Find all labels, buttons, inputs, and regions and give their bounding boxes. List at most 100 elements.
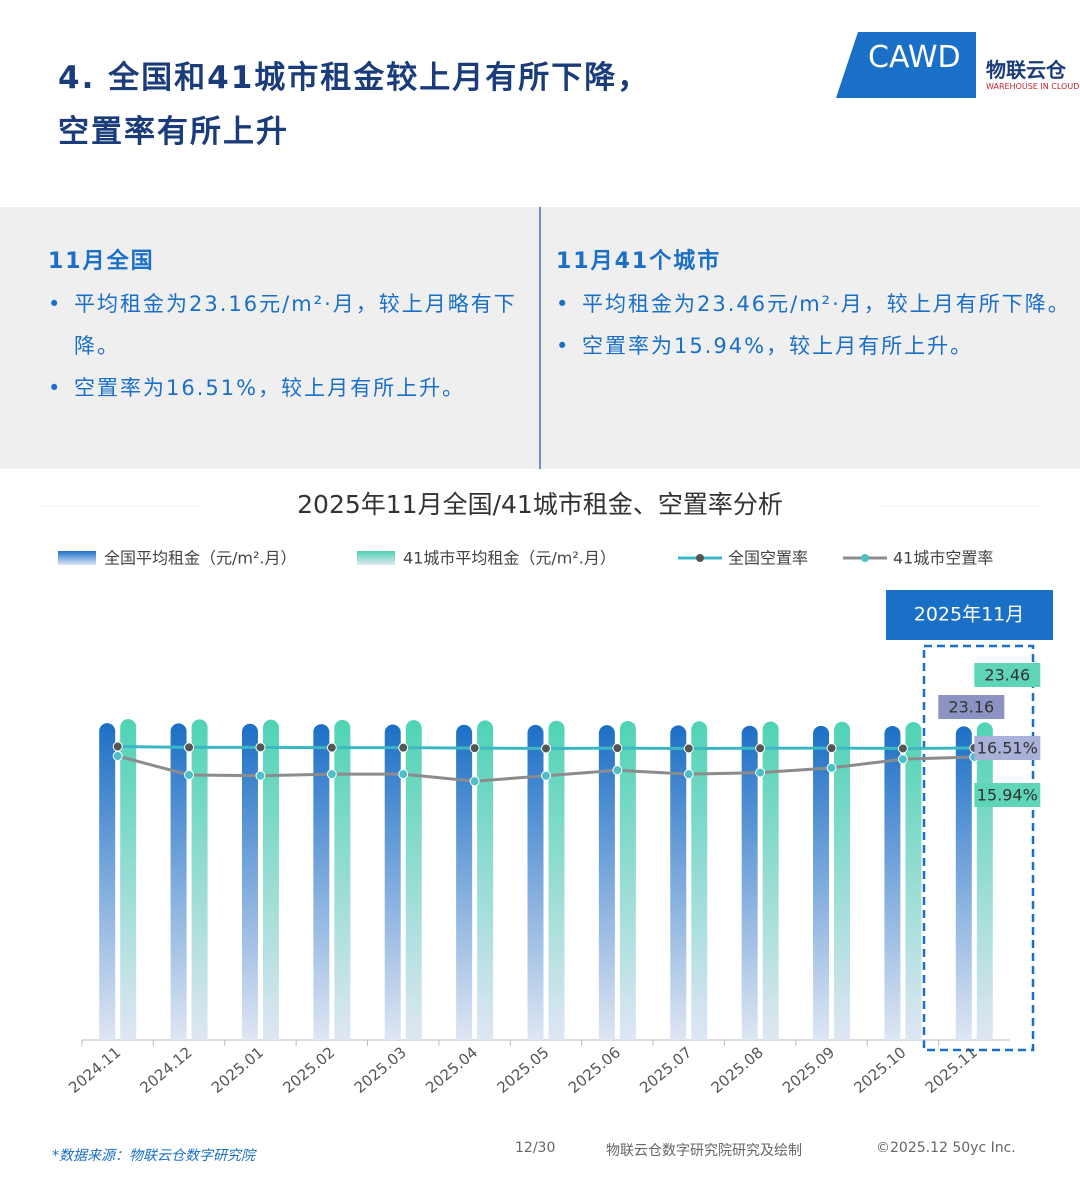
legend-swatch (696, 554, 704, 562)
bullet: 空置率为15.94%，较上月有所上升。 (556, 325, 1076, 367)
x-tick-label: 2025.06 (565, 1043, 624, 1097)
legend-swatch (357, 551, 395, 565)
line-point (541, 770, 551, 781)
title: 4. 全国和41城市租金较上月有所下降， (58, 60, 651, 96)
bar (619, 720, 636, 1040)
x-tick-label: 2025.03 (351, 1043, 410, 1097)
x-tick-label: 2025.11 (922, 1043, 981, 1097)
highlight-tag (886, 590, 1053, 640)
bar (405, 720, 422, 1040)
logo-text: WAREHOUSE IN CLOUD (986, 82, 1080, 91)
line-point (826, 762, 837, 773)
bar (477, 720, 494, 1040)
x-tick-label: 2024.12 (137, 1043, 196, 1097)
line-point (255, 742, 266, 753)
x-tick-label: 2025.09 (779, 1043, 838, 1097)
line-point (184, 742, 195, 753)
bar (527, 724, 544, 1040)
line-point (755, 767, 766, 778)
title: 空置率有所上升 (58, 114, 289, 150)
bar (834, 721, 851, 1040)
divider (539, 207, 541, 469)
copyright: ©2025.12 50yc Inc. (876, 1140, 1016, 1156)
data-label-box (938, 695, 1005, 719)
bar (120, 719, 137, 1040)
bar (976, 722, 993, 1040)
highlight-label: 2025年11月 (914, 604, 1025, 626)
bar (813, 725, 830, 1040)
bar (334, 719, 351, 1040)
line-point (112, 751, 123, 762)
bar (905, 722, 922, 1040)
credit: 物联云仓数字研究院研究及绘制 (606, 1143, 802, 1159)
panel-heading: 11月全国 (48, 249, 155, 274)
chart-title: 2025年11月全国/41城市租金、空置率分析 (297, 490, 783, 519)
bar (170, 723, 187, 1040)
bar (241, 723, 258, 1040)
legend-label: 41城市空置率 (893, 549, 993, 568)
bar (548, 720, 565, 1040)
bar (741, 725, 758, 1040)
line-point (469, 776, 480, 787)
highlight-box (922, 644, 1035, 1052)
legend-label: 41城市平均租金（元/m².月） (403, 549, 616, 568)
page-number: 12/30 (515, 1140, 556, 1156)
logo: CAWD 物联云仓 WAREHOUSE IN CLOUD (836, 32, 1080, 98)
line-point (683, 743, 694, 754)
x-tick-label: 2025.02 (279, 1043, 338, 1097)
bar (99, 723, 116, 1040)
line-point (541, 743, 551, 754)
logo-text: 物联云仓 (986, 58, 1066, 82)
bullet: 空置率为16.51%，较上月有所上升。 (48, 367, 533, 409)
logo-text: CAWD (868, 40, 961, 75)
line-point (612, 765, 623, 776)
data-label-box (974, 736, 1041, 760)
bar (955, 726, 972, 1040)
data-label: 23.16 (948, 698, 994, 717)
data-label-box (974, 783, 1041, 807)
bar (762, 721, 779, 1040)
line-point (398, 742, 409, 753)
logo-graphic (836, 32, 1080, 98)
line-point (326, 742, 337, 753)
bar (691, 721, 708, 1040)
x-tick-label: 2025.01 (208, 1043, 267, 1097)
legend-swatch (861, 554, 869, 562)
data-label: 23.46 (984, 666, 1030, 685)
line-point (755, 743, 766, 754)
line-point (184, 769, 195, 780)
bar (191, 719, 208, 1040)
x-tick-label: 2025.08 (708, 1043, 767, 1097)
source: *数据来源：物联云仓数字研究院 (52, 1148, 255, 1164)
x-tick-label: 2024.11 (65, 1043, 124, 1097)
x-tick-label: 2025.10 (850, 1043, 909, 1097)
bar (384, 724, 401, 1040)
bar (884, 725, 901, 1040)
line-point (112, 741, 123, 752)
bar (598, 725, 615, 1040)
bar (313, 724, 330, 1040)
line-point (897, 743, 908, 754)
line-point (683, 769, 694, 780)
chart: 2025年11月全国/41城市租金、空置率分析 2025年11月 2024.11… (40, 490, 1053, 1097)
bullet: 平均租金为23.46元/m²·月，较上月有所下降。 (556, 283, 1076, 325)
x-tick-label: 2025.07 (636, 1043, 695, 1097)
panel-heading: 11月41个城市 (556, 249, 722, 274)
line-point (398, 769, 409, 780)
line-point (612, 743, 623, 754)
legend-label: 全国平均租金（元/m².月） (104, 549, 296, 568)
line-point (255, 770, 266, 781)
x-tick-label: 2025.05 (493, 1043, 552, 1097)
data-label-box (974, 663, 1041, 687)
line-point (326, 769, 337, 780)
line-point (826, 743, 837, 754)
bar (456, 724, 473, 1040)
x-tick-label: 2025.04 (422, 1043, 481, 1097)
line-point (897, 754, 908, 765)
data-label: 15.94% (977, 786, 1038, 805)
bullet: 平均租金为23.16元/m²·月，较上月略有下降。 (48, 283, 533, 367)
bar (262, 719, 279, 1040)
bar (670, 725, 687, 1040)
panel-left: 11月全国 平均租金为23.16元/m²·月，较上月略有下降。 空置率为16.5… (48, 207, 533, 409)
